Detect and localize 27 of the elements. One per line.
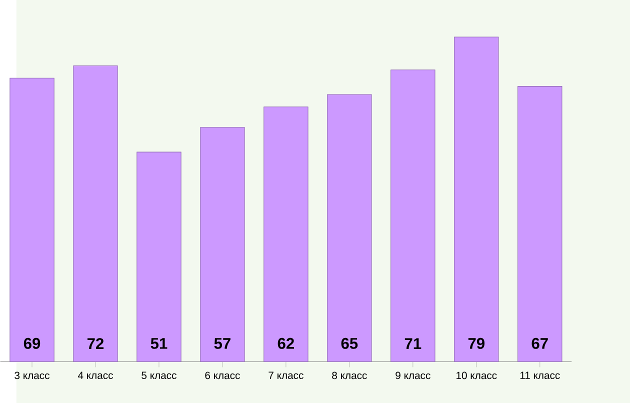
data-label: 65 (341, 338, 358, 349)
bar (264, 106, 308, 362)
bar (73, 65, 118, 362)
data-label: 72 (87, 338, 104, 349)
data-label: 69 (24, 338, 40, 349)
x-tick-label: 9 класс (396, 372, 430, 380)
x-tick-label: 11 класс (520, 372, 560, 379)
data-label: 79 (468, 338, 484, 349)
x-tick-label: 8 класс (332, 372, 367, 380)
x-tick-label: 6 класс (205, 372, 240, 380)
data-label: 51 (150, 338, 168, 349)
data-label: 62 (278, 338, 294, 349)
bar (10, 78, 54, 362)
bar (390, 70, 436, 362)
data-label: 57 (214, 338, 230, 349)
x-tick-label: 3 класс (14, 372, 50, 380)
bar (200, 127, 245, 362)
bar (327, 94, 372, 362)
x-tick-label: 10 класс (456, 372, 497, 380)
bar (518, 86, 562, 362)
data-label: 71 (404, 338, 422, 349)
bar (136, 152, 182, 362)
x-tick-label: 5 класс (142, 372, 176, 379)
x-tick-label: 4 класс (78, 372, 113, 379)
x-tick-label: 7 класс (268, 372, 304, 379)
bar (454, 36, 499, 362)
data-label: 67 (532, 338, 548, 349)
